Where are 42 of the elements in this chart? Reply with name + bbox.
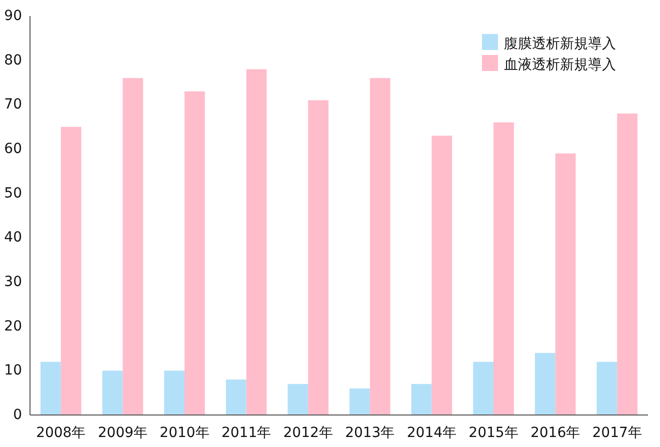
bar xyxy=(60,126,82,415)
bar xyxy=(350,388,370,415)
bar xyxy=(411,384,432,415)
legend-label: 腹膜透析新規導入 xyxy=(504,36,616,52)
x-tick-label: 2017年 xyxy=(592,425,642,441)
x-tick-label: 2011年 xyxy=(221,425,272,441)
bar xyxy=(555,153,576,415)
bar xyxy=(184,91,205,415)
x-tick-label: 2009年 xyxy=(98,425,148,441)
y-tick-label: 10 xyxy=(4,362,22,379)
bar xyxy=(494,122,514,415)
bar xyxy=(102,370,123,415)
bar xyxy=(617,114,638,415)
bar xyxy=(40,362,61,415)
y-tick-label: 70 xyxy=(4,96,22,113)
bar xyxy=(226,380,246,415)
bar xyxy=(596,362,618,415)
bar xyxy=(473,362,494,415)
bar xyxy=(370,78,390,415)
bar xyxy=(534,352,556,415)
x-tick-label: 2014年 xyxy=(406,425,457,441)
bar xyxy=(288,384,308,415)
y-tick-label: 90 xyxy=(4,8,22,24)
y-tick-label: 80 xyxy=(4,52,22,68)
bar xyxy=(122,78,144,415)
x-tick-label: 2015年 xyxy=(468,425,518,441)
y-tick-label: 50 xyxy=(4,185,22,202)
x-tick-label: 2012年 xyxy=(283,425,333,441)
y-tick-label: 30 xyxy=(4,274,22,290)
y-tick-label: 60 xyxy=(4,141,22,157)
bar xyxy=(432,136,452,415)
y-tick-label: 0 xyxy=(13,407,22,423)
bar xyxy=(308,100,328,415)
x-tick-label: 2008年 xyxy=(36,425,86,441)
x-tick-label: 2010年 xyxy=(160,425,210,441)
bar xyxy=(164,370,184,415)
legend-label: 血液透析新規導入 xyxy=(504,57,616,73)
bar xyxy=(246,69,267,415)
x-tick-label: 2013年 xyxy=(345,425,395,441)
y-tick-label: 20 xyxy=(4,318,22,334)
x-tick-label: 2016年 xyxy=(530,425,580,441)
y-tick-label: 40 xyxy=(4,230,22,246)
